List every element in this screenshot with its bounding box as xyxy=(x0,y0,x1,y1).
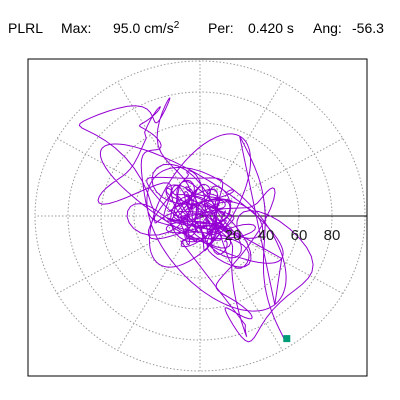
end-point-marker xyxy=(283,335,291,343)
orbit-trace xyxy=(78,97,314,343)
angle-label: Ang: xyxy=(313,20,342,36)
radial-tick-20: 20 xyxy=(225,227,242,244)
grid-spoke-30 xyxy=(199,138,344,217)
grid-spoke-210 xyxy=(56,215,201,294)
period-value: 0.420 s xyxy=(248,20,294,36)
station-name: PLRL xyxy=(8,20,44,36)
radial-tick-60: 60 xyxy=(291,227,308,244)
max-value-text: 95.0 cm/s xyxy=(113,20,174,36)
angle-value: -56.3 xyxy=(352,20,384,36)
chart-title: PLRL Max: 95.0 cm/s2 Per: 0.420 s Ang: -… xyxy=(8,12,398,40)
max-value: 95.0 cm/s2 xyxy=(113,20,179,36)
period-label: Per: xyxy=(208,20,234,36)
radial-tick-40: 40 xyxy=(258,227,275,244)
grid-spoke-150 xyxy=(56,138,201,217)
radial-tick-80: 80 xyxy=(324,227,341,244)
max-unit-exponent: 2 xyxy=(173,20,180,31)
grid-spoke-330 xyxy=(199,215,344,294)
radial-tick-labels: 20 40 60 80 xyxy=(225,227,341,244)
max-label: Max: xyxy=(61,20,92,36)
